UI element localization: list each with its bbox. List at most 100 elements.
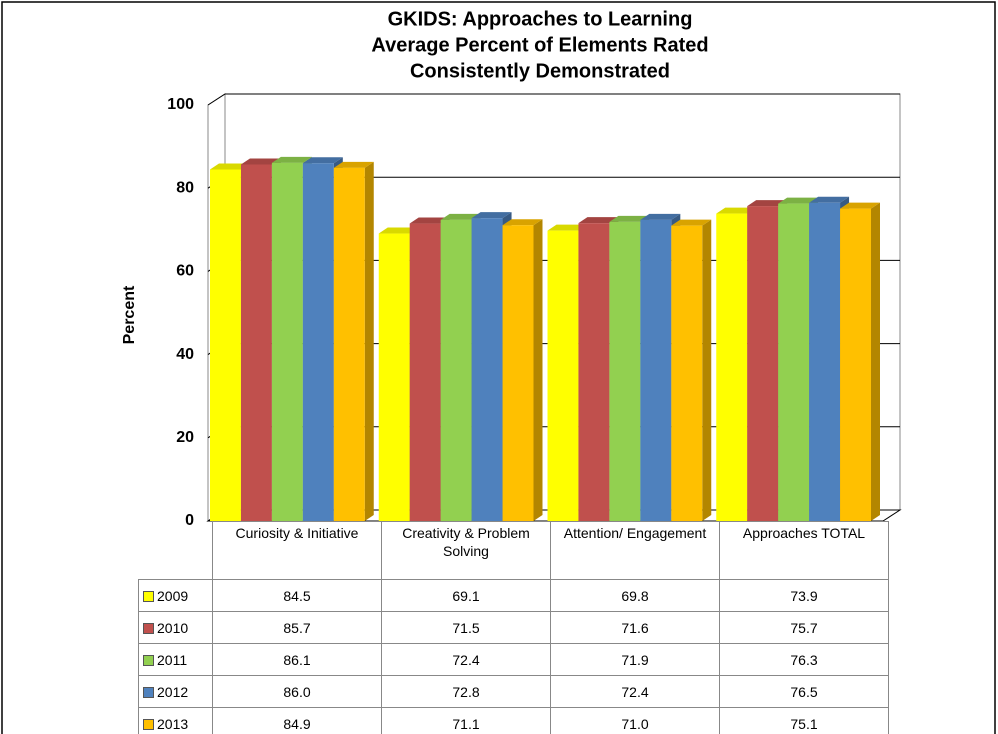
legend-cell: 2012 (138, 675, 213, 708)
legend-cell: 2010 (138, 611, 213, 644)
bar-front (671, 225, 703, 521)
legend-swatch (143, 590, 154, 602)
bar-top (716, 207, 757, 214)
bar-front (840, 208, 871, 522)
bar-top (271, 156, 312, 163)
bar-front (409, 223, 441, 521)
chart-title: GKIDS: Approaches to Learning (388, 8, 693, 30)
y-tick-label: 0 (185, 512, 194, 529)
bar (502, 219, 543, 521)
table-value: 86.0 (212, 675, 382, 708)
y-tick-label: 60 (176, 263, 194, 280)
bar-top (671, 219, 712, 226)
table-value: 76.5 (719, 675, 889, 708)
bar-top (409, 217, 450, 224)
bar-front (378, 233, 410, 521)
table-row: 2011 86.1 72.4 71.9 76.3 (138, 643, 889, 676)
table-value: 73.9 (719, 579, 889, 612)
bar-top (302, 157, 343, 164)
table-value: 72.4 (381, 643, 551, 676)
table-value: 86.1 (212, 643, 382, 676)
bar (840, 202, 880, 522)
bar-front (547, 230, 579, 521)
bar-side (364, 161, 374, 522)
legend-swatch (143, 686, 154, 698)
bar-front (640, 219, 672, 522)
bar-front (778, 203, 810, 522)
table-value: 84.9 (212, 707, 382, 734)
legend-cell: 2013 (138, 707, 213, 734)
bar-front (302, 163, 334, 522)
x-tick-label: Attention/ Engagement (550, 521, 720, 580)
table-value: 71.0 (550, 707, 720, 734)
bar-top (547, 224, 588, 231)
blank-cell (139, 522, 213, 580)
bar-front (747, 206, 779, 521)
y-tick-label: 80 (176, 179, 194, 196)
bar (440, 213, 481, 522)
bar-front (440, 219, 472, 522)
bar-top (471, 212, 512, 219)
table-value: 71.6 (550, 611, 720, 644)
legend-label: 2013 (157, 715, 189, 732)
bar-front (471, 218, 503, 522)
table-row: 2012 86.0 72.8 72.4 76.5 (138, 675, 889, 708)
table-value: 71.9 (550, 643, 720, 676)
table-row: 2013 84.9 71.1 71.0 75.1 (138, 707, 889, 734)
y-tick-label: 100 (167, 96, 194, 113)
legend-swatch (143, 622, 154, 634)
bar-front (210, 169, 241, 522)
grid-line (207, 93, 900, 106)
bar-front (809, 202, 841, 521)
bar-front (240, 164, 272, 521)
table-value: 72.4 (550, 675, 720, 708)
bar-side (702, 219, 712, 521)
bar-front (578, 223, 610, 522)
legend-label: 2010 (157, 619, 189, 636)
legend-label: 2012 (157, 683, 189, 700)
y-axis-label: Percent (121, 285, 138, 344)
bar-top (640, 213, 681, 220)
table-value: 72.8 (381, 675, 551, 708)
table-row: 2009 84.5 69.1 69.8 73.9 (138, 579, 889, 612)
bar-top (333, 161, 374, 168)
bar-top (747, 200, 788, 207)
bar-top (440, 213, 481, 220)
bar-side (533, 219, 543, 521)
legend-cell: 2011 (138, 643, 213, 676)
table-value: 71.5 (381, 611, 551, 644)
legend-cell: 2009 (138, 579, 213, 612)
bar (333, 161, 374, 522)
bar-top (840, 202, 880, 209)
bar-top (809, 196, 850, 203)
legend-label: 2011 (157, 651, 188, 668)
bar-top (502, 219, 543, 226)
bar-top (210, 163, 250, 170)
chart-title: Consistently Demonstrated (410, 60, 670, 82)
bar-front (609, 221, 641, 521)
legend-swatch (143, 654, 154, 666)
legend-swatch (143, 718, 154, 730)
table-value: 84.5 (212, 579, 382, 612)
data-table: Curiosity & Initiative Creativity & Probl… (138, 521, 889, 734)
bar-top (578, 217, 619, 224)
y-tick-label: 40 (176, 346, 194, 363)
bar (671, 219, 712, 521)
bar-top (778, 197, 819, 204)
bar-side (871, 202, 880, 522)
bar-front (716, 213, 748, 522)
y-tick-label: 20 (176, 429, 194, 446)
table-value: 76.3 (719, 643, 889, 676)
table-value: 69.1 (381, 579, 551, 612)
bar-front (333, 167, 365, 522)
x-tick-label: Curiosity & Initiative (212, 521, 382, 580)
table-row: 2010 85.7 71.5 71.6 75.7 (138, 611, 889, 644)
chart-title: Average Percent of Elements Rated (371, 34, 708, 56)
bar-top (378, 227, 419, 234)
bar-top (609, 215, 650, 222)
table-value: 71.1 (381, 707, 551, 734)
x-tick-label: Approaches TOTAL (719, 521, 889, 580)
bar-front (502, 225, 534, 521)
